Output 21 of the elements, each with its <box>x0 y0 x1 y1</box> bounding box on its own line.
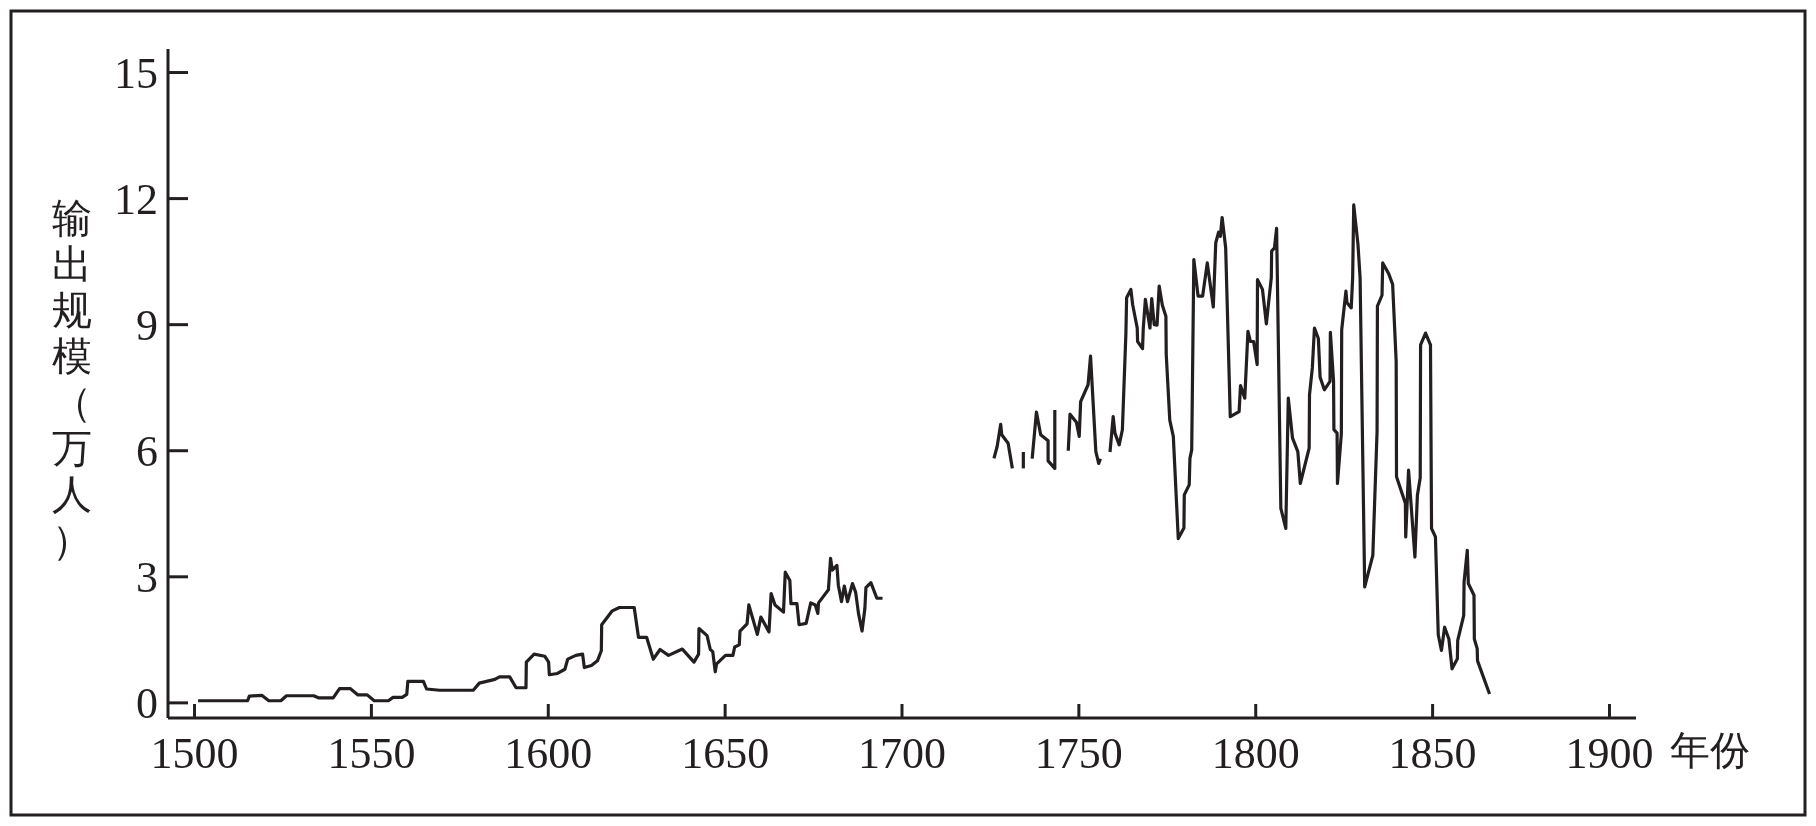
line-series <box>1108 203 1492 696</box>
x-tick-label: 1500 <box>150 729 239 778</box>
y-axis-title: 输出规模（万人） <box>52 196 92 563</box>
x-tick-label: 1900 <box>1565 729 1654 778</box>
x-tick-label: 1800 <box>1211 729 1300 778</box>
y-tick-label: 12 <box>114 174 158 224</box>
line-series <box>1030 408 1057 470</box>
line-series <box>1066 354 1103 465</box>
line-series <box>992 422 1014 470</box>
x-tick-label: 1700 <box>858 729 946 778</box>
x-axis-title: 年份 <box>1670 728 1750 773</box>
y-tick-label: 3 <box>136 552 158 602</box>
x-tick-label: 1600 <box>504 729 593 778</box>
x-tick-label: 1550 <box>327 729 416 778</box>
y-tick-label: 6 <box>136 426 158 476</box>
x-tick-label: 1650 <box>681 729 770 778</box>
y-tick-label: 9 <box>136 300 158 350</box>
y-tick-label: 0 <box>136 678 158 728</box>
y-tick-label: 15 <box>114 48 158 98</box>
x-tick-label: 1850 <box>1388 729 1477 778</box>
x-tick-label: 1750 <box>1034 729 1123 778</box>
